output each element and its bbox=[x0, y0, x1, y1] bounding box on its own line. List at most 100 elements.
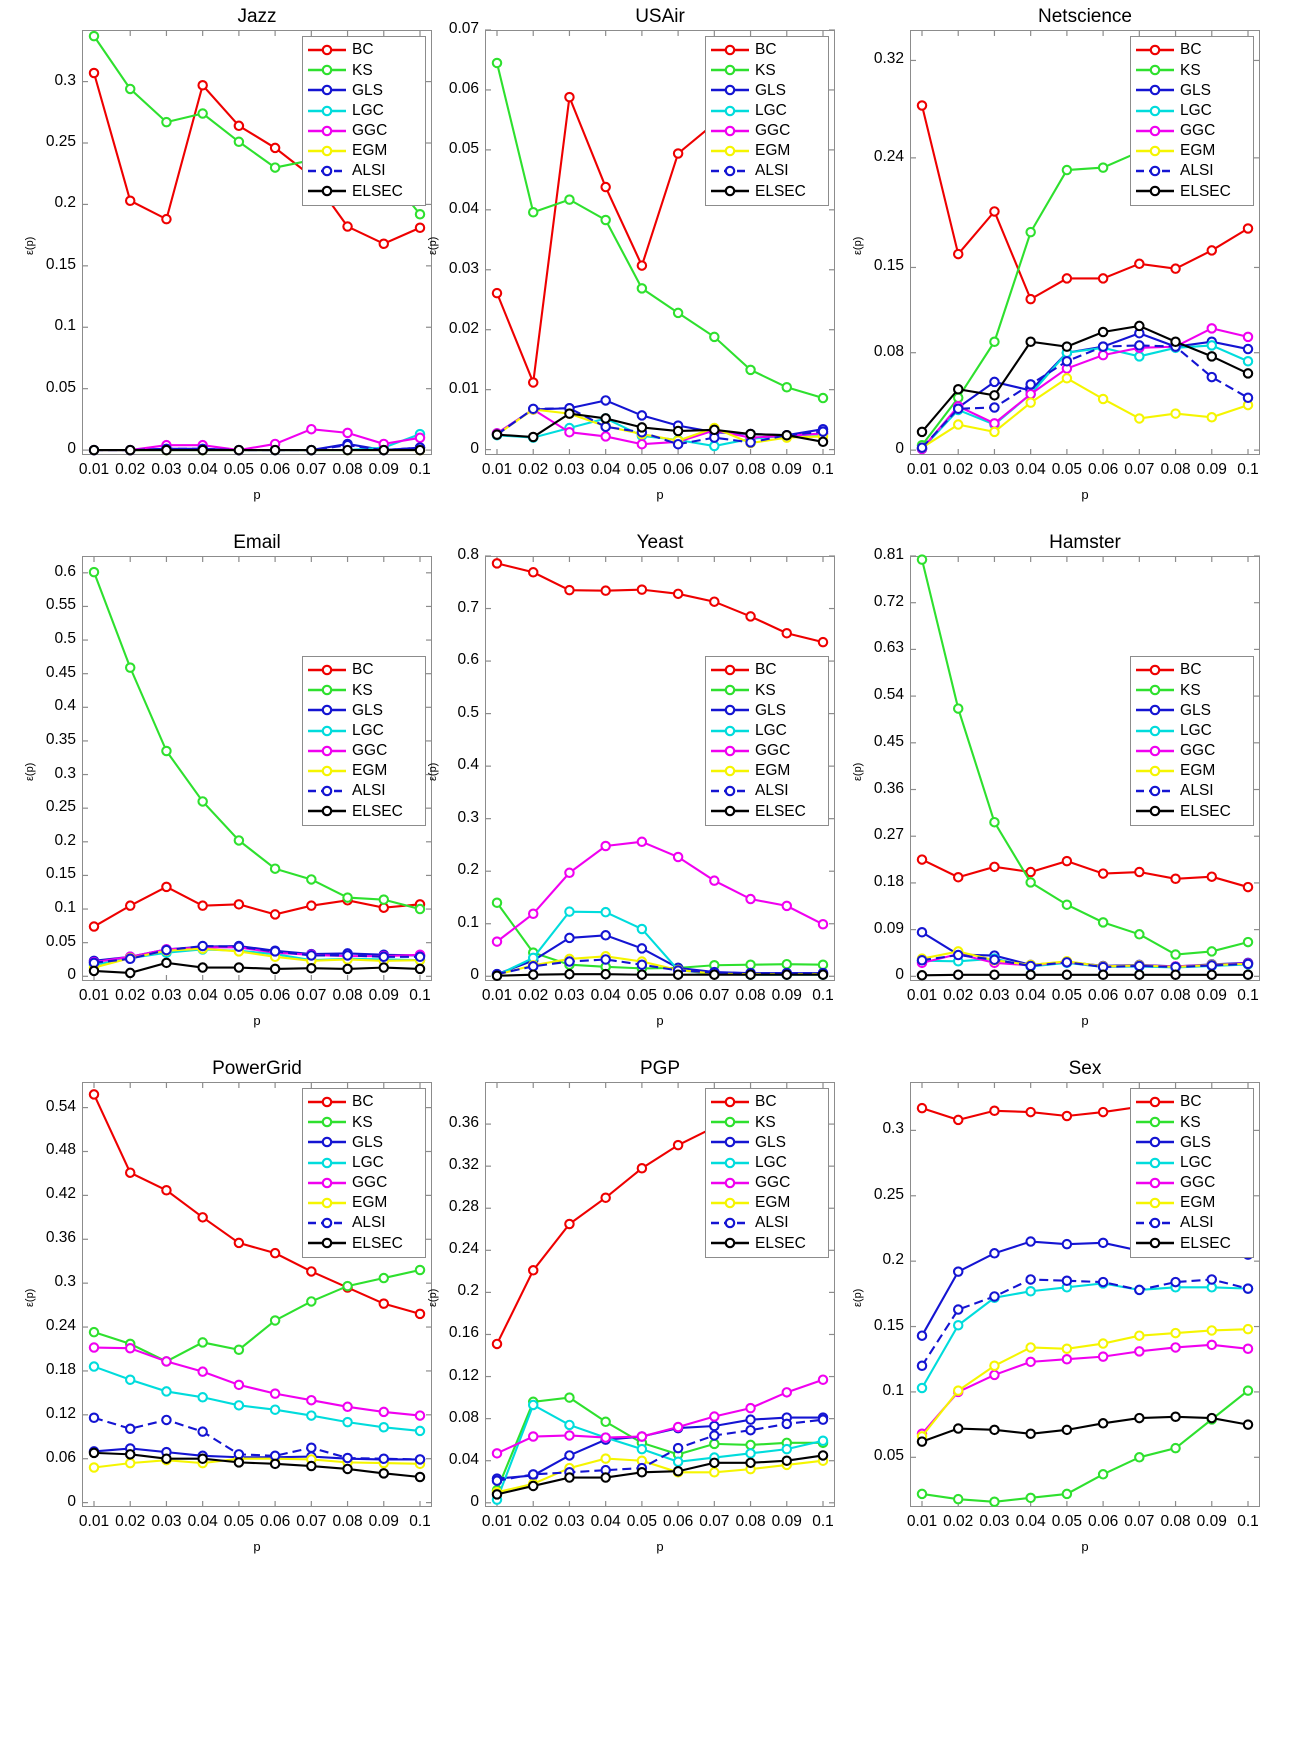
data-point bbox=[781, 1412, 793, 1423]
data-point bbox=[916, 1360, 928, 1372]
legend-item-gls[interactable]: GLS bbox=[1135, 80, 1248, 100]
data-point bbox=[527, 1431, 539, 1442]
legend-item-gls[interactable]: GLS bbox=[307, 1132, 420, 1152]
legend-item-bc[interactable]: BC bbox=[307, 40, 420, 60]
legend-item-elsec[interactable]: ELSEC bbox=[710, 1233, 823, 1253]
legend-item-elsec[interactable]: ELSEC bbox=[1135, 181, 1248, 201]
legend-item-lgc[interactable]: LGC bbox=[1135, 721, 1248, 741]
legend-item-ks[interactable]: KS bbox=[307, 60, 420, 80]
legend-swatch-gls bbox=[308, 705, 346, 716]
legend-item-alsi[interactable]: ALSI bbox=[307, 161, 420, 181]
legend-item-ggc[interactable]: GGC bbox=[307, 741, 420, 761]
legend-item-egm[interactable]: EGM bbox=[710, 1193, 823, 1213]
legend-item-ks[interactable]: KS bbox=[307, 1112, 420, 1132]
legend-item-egm[interactable]: EGM bbox=[710, 141, 823, 161]
x-tick-label: 0.07 bbox=[699, 987, 730, 1004]
legend-item-elsec[interactable]: ELSEC bbox=[710, 181, 823, 201]
legend-item-ggc[interactable]: GGC bbox=[1135, 121, 1248, 141]
data-point bbox=[233, 1400, 245, 1411]
data-point bbox=[491, 57, 503, 69]
legend-item-ggc[interactable]: GGC bbox=[307, 1173, 420, 1193]
data-point bbox=[564, 953, 575, 965]
x-tick-label: 0.03 bbox=[151, 1513, 182, 1530]
data-point bbox=[269, 444, 281, 456]
data-point bbox=[989, 426, 1000, 438]
data-point bbox=[1206, 351, 1218, 362]
legend-item-egm[interactable]: EGM bbox=[307, 761, 420, 781]
legend-item-lgc[interactable]: LGC bbox=[307, 721, 420, 741]
legend-item-alsi[interactable]: ALSI bbox=[1135, 161, 1248, 181]
legend-item-egm[interactable]: EGM bbox=[1135, 1193, 1248, 1213]
data-point bbox=[233, 1449, 245, 1460]
legend-item-elsec[interactable]: ELSEC bbox=[307, 1233, 420, 1253]
data-point bbox=[564, 1392, 575, 1403]
legend-item-gls[interactable]: GLS bbox=[710, 700, 823, 720]
legend-item-ggc[interactable]: GGC bbox=[710, 121, 823, 141]
legend-item-bc[interactable]: BC bbox=[307, 660, 420, 680]
legend-item-lgc[interactable]: LGC bbox=[710, 1153, 823, 1173]
legend-item-bc[interactable]: BC bbox=[710, 40, 823, 60]
legend-item-elsec[interactable]: ELSEC bbox=[1135, 1233, 1248, 1253]
legend-label: ALSI bbox=[755, 1214, 789, 1232]
legend-item-egm[interactable]: EGM bbox=[307, 141, 420, 161]
legend-item-ks[interactable]: KS bbox=[1135, 60, 1248, 80]
legend-item-gls[interactable]: GLS bbox=[1135, 700, 1248, 720]
legend-item-lgc[interactable]: LGC bbox=[1135, 1153, 1248, 1173]
x-tick-label: 0.06 bbox=[1088, 1513, 1119, 1530]
legend-item-bc[interactable]: BC bbox=[1135, 1092, 1248, 1112]
legend-item-ggc[interactable]: GGC bbox=[1135, 741, 1248, 761]
legend-item-egm[interactable]: EGM bbox=[710, 761, 823, 781]
legend-item-ks[interactable]: KS bbox=[1135, 1112, 1248, 1132]
legend-item-alsi[interactable]: ALSI bbox=[710, 781, 823, 801]
data-point bbox=[1097, 961, 1109, 972]
legend-item-gls[interactable]: GLS bbox=[710, 1132, 823, 1152]
data-point bbox=[378, 438, 390, 450]
legend-item-egm[interactable]: EGM bbox=[1135, 761, 1248, 781]
series-line-elsec bbox=[496, 1454, 824, 1496]
legend-item-elsec[interactable]: ELSEC bbox=[307, 181, 420, 201]
data-point bbox=[414, 1471, 426, 1483]
legend-item-lgc[interactable]: LGC bbox=[1135, 101, 1248, 121]
legend-item-alsi[interactable]: ALSI bbox=[1135, 781, 1248, 801]
legend-item-bc[interactable]: BC bbox=[1135, 660, 1248, 680]
legend-item-ks[interactable]: KS bbox=[710, 1112, 823, 1132]
legend-item-egm[interactable]: EGM bbox=[307, 1193, 420, 1213]
data-point bbox=[491, 936, 503, 947]
legend-item-lgc[interactable]: LGC bbox=[307, 1153, 420, 1173]
legend-item-ks[interactable]: KS bbox=[710, 60, 823, 80]
legend-item-ggc[interactable]: GGC bbox=[710, 741, 823, 761]
legend-item-lgc[interactable]: LGC bbox=[710, 721, 823, 741]
legend-item-ggc[interactable]: GGC bbox=[1135, 1173, 1248, 1193]
legend-item-gls[interactable]: GLS bbox=[710, 80, 823, 100]
legend-item-bc[interactable]: BC bbox=[307, 1092, 420, 1112]
legend-item-bc[interactable]: BC bbox=[710, 1092, 823, 1112]
legend-item-ggc[interactable]: GGC bbox=[710, 1173, 823, 1193]
legend-item-ggc[interactable]: GGC bbox=[307, 121, 420, 141]
subplot-title: PowerGrid bbox=[212, 1058, 302, 1079]
legend-item-alsi[interactable]: ALSI bbox=[710, 1213, 823, 1233]
legend-item-ks[interactable]: KS bbox=[307, 680, 420, 700]
legend-item-gls[interactable]: GLS bbox=[307, 700, 420, 720]
data-point bbox=[1025, 226, 1036, 238]
legend-item-elsec[interactable]: ELSEC bbox=[307, 801, 420, 821]
legend-item-alsi[interactable]: ALSI bbox=[710, 161, 823, 181]
legend-item-bc[interactable]: BC bbox=[710, 660, 823, 680]
legend-item-alsi[interactable]: ALSI bbox=[307, 1213, 420, 1233]
legend-item-lgc[interactable]: LGC bbox=[307, 101, 420, 121]
legend-item-gls[interactable]: GLS bbox=[1135, 1132, 1248, 1152]
legend-item-alsi[interactable]: ALSI bbox=[1135, 1213, 1248, 1233]
legend-item-alsi[interactable]: ALSI bbox=[307, 781, 420, 801]
data-point bbox=[269, 1453, 281, 1464]
legend-item-ks[interactable]: KS bbox=[1135, 680, 1248, 700]
legend-item-bc[interactable]: BC bbox=[1135, 40, 1248, 60]
data-point bbox=[1134, 960, 1145, 972]
data-point bbox=[1061, 957, 1073, 969]
legend-item-egm[interactable]: EGM bbox=[1135, 141, 1248, 161]
legend-item-elsec[interactable]: ELSEC bbox=[1135, 801, 1248, 821]
legend-item-elsec[interactable]: ELSEC bbox=[710, 801, 823, 821]
y-tick-label: 0.3 bbox=[54, 1273, 76, 1291]
legend-item-lgc[interactable]: LGC bbox=[710, 101, 823, 121]
legend-item-ks[interactable]: KS bbox=[710, 680, 823, 700]
legend-item-gls[interactable]: GLS bbox=[307, 80, 420, 100]
y-tick-label: 0.54 bbox=[873, 686, 904, 704]
